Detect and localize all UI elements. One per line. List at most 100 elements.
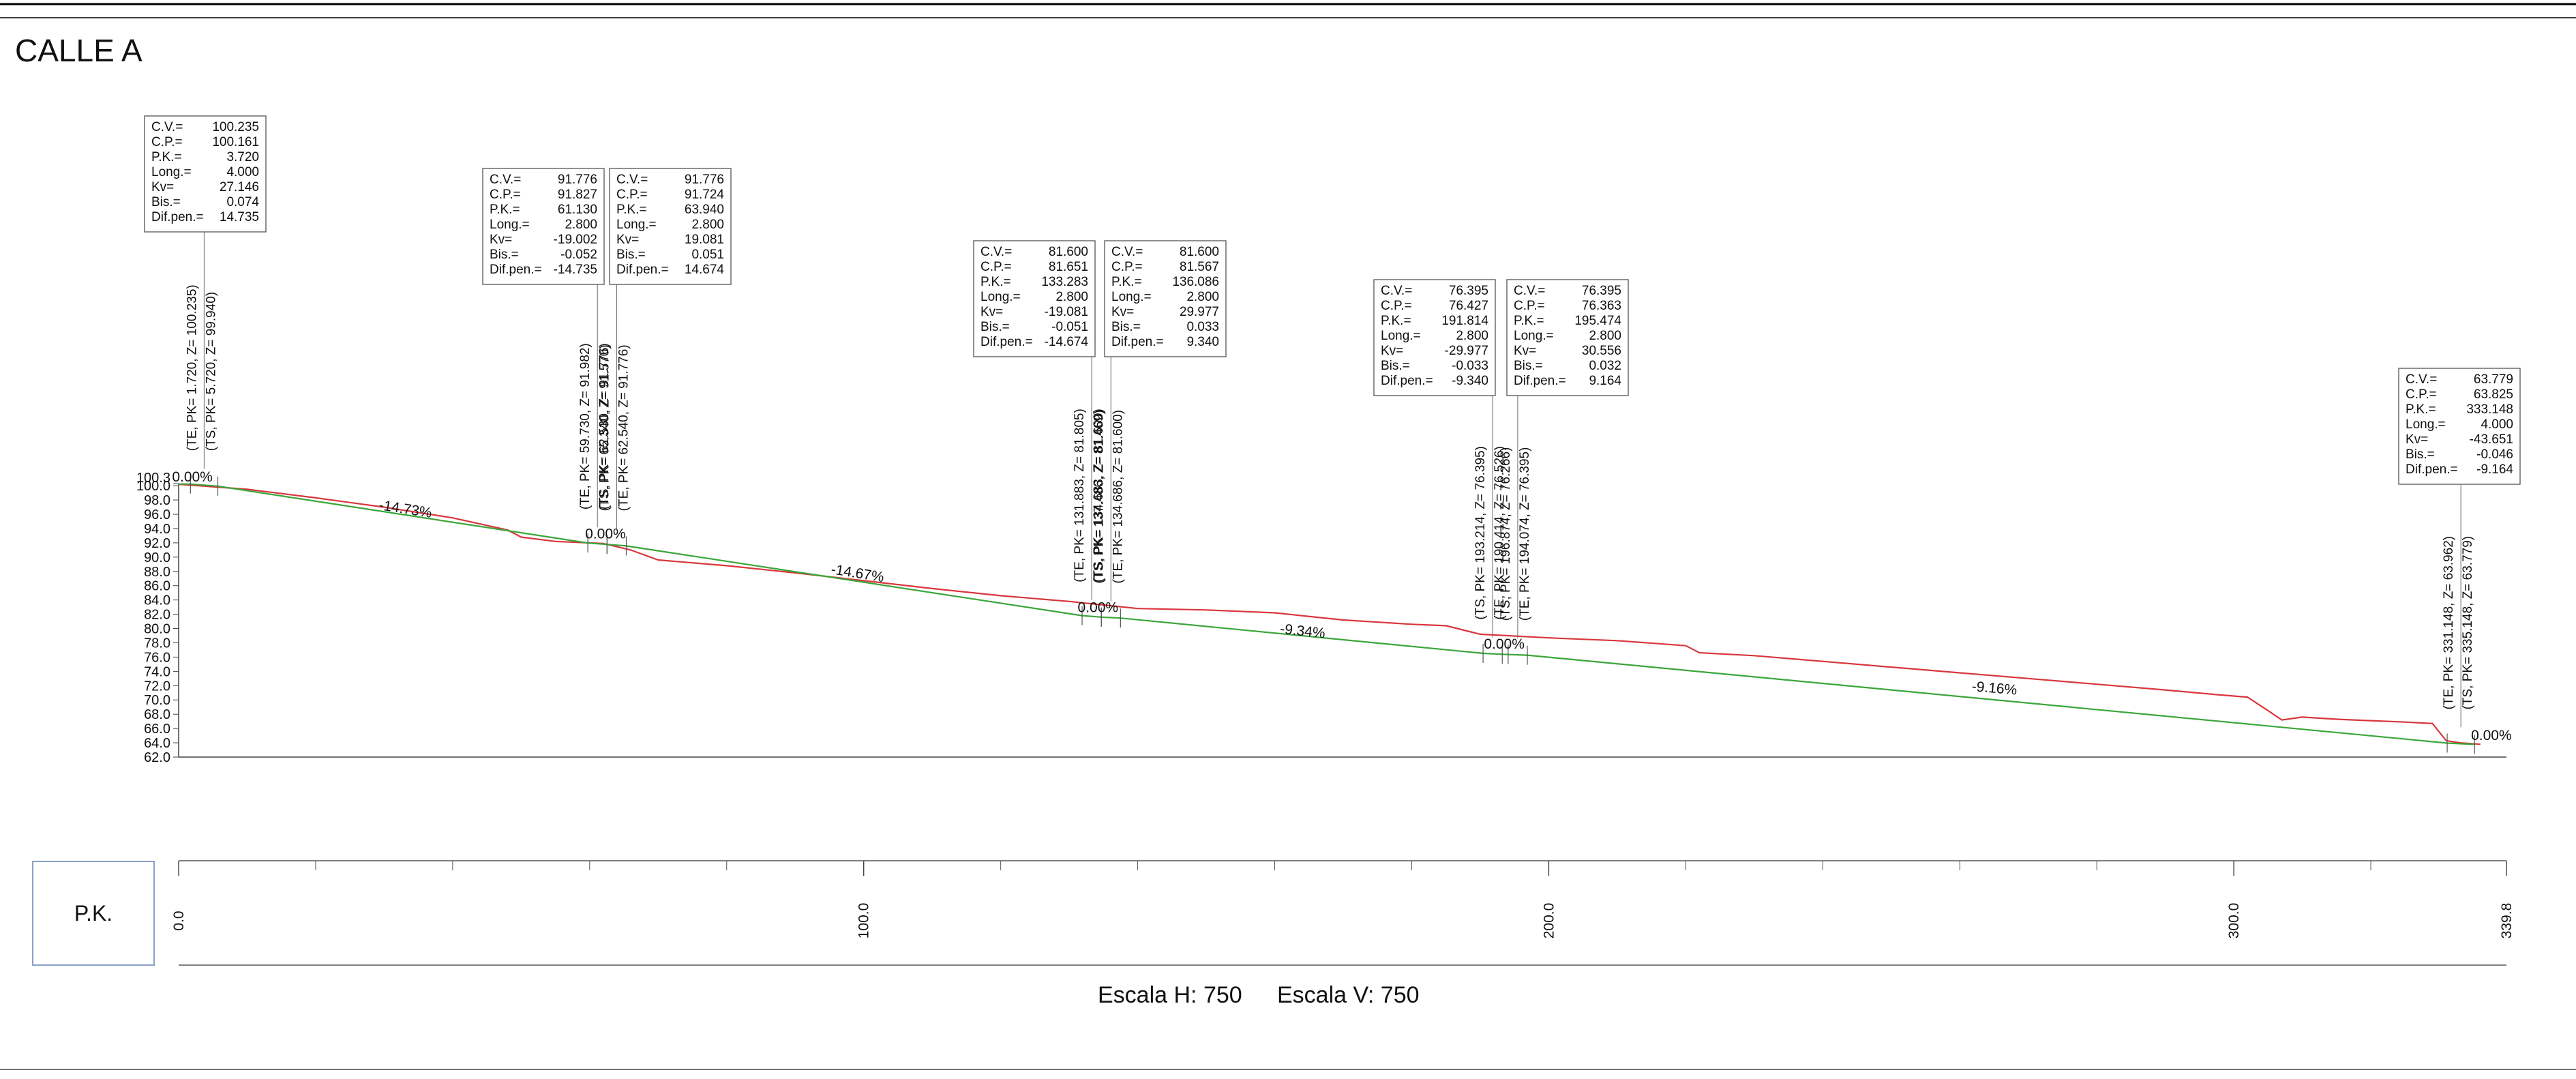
curve-point-annotation: (TE, PK= 190.414, Z= 76.526) <box>1493 446 1507 620</box>
curve-info-key: P.K.= <box>980 275 1011 289</box>
curve-point-annotation: (TS, PK= 62.530, Z= 91.776) <box>597 343 612 509</box>
pk-tick-label: 200.0 <box>1541 903 1557 939</box>
z-tick-label: 70.0 <box>144 693 170 708</box>
curve-info-value: 91.724 <box>685 188 725 202</box>
drawing-title: CALLE A <box>15 33 143 68</box>
curve-info-key: Bis.= <box>151 195 181 209</box>
z-tick-label: 88.0 <box>144 565 170 580</box>
z-tick-label: 76.0 <box>144 650 170 665</box>
curve-info-box-frame <box>609 168 732 285</box>
curve-info-value: 91.776 <box>685 173 724 187</box>
curve-info-value: 0.033 <box>1186 320 1219 334</box>
curve-info-box: C.V.= 63.779 C.P.= 63.825 P.K.= 333.148 Long.=… <box>2398 368 2521 728</box>
curve-info-key: Kv= <box>980 305 1003 319</box>
curve-info-value: -0.033 <box>1452 359 1488 373</box>
curve-info-key: C.P.= <box>1514 299 1545 313</box>
slope-label: 0.00% <box>1484 636 1525 652</box>
curve-info-value: 4.000 <box>226 165 259 179</box>
curve-info-key: P.K.= <box>616 203 647 217</box>
curve-info-key: Bis.= <box>1514 359 1543 373</box>
curve-info-box: C.V.= 100.235 C.P.= 100.161 P.K.= 3.720 Long.=… <box>144 115 267 469</box>
curve-info-key: Kv= <box>151 180 174 194</box>
curve-info-box-frame <box>1506 279 1629 396</box>
slope-label: 0.00% <box>585 527 626 542</box>
slope-label: -9.34% <box>1279 621 1326 642</box>
terrain-line-group <box>178 483 2481 745</box>
curve-info-box: C.V.= 91.776 C.P.= 91.827 P.K.= 61.130 Long.= 2… <box>482 168 605 528</box>
curve-info-key: C.V.= <box>1381 284 1412 298</box>
curve-info-key: P.K.= <box>151 150 182 164</box>
curve-point-annotation: (TS, PK= 335.148, Z= 63.779) <box>2461 536 2475 710</box>
curve-info-key: Long.= <box>980 290 1021 304</box>
z-tick-label: 94.0 <box>144 522 170 537</box>
curve-info-key: C.V.= <box>1111 245 1143 259</box>
curve-info-key: Bis.= <box>490 248 519 262</box>
curve-info-key: Kv= <box>1514 344 1536 358</box>
curve-info-value: 63.825 <box>2474 387 2513 402</box>
pk-tick-label: 339.8 <box>2499 903 2515 939</box>
pk-label-text: P.K. <box>74 901 113 926</box>
curve-info-key: Dif.pen.= <box>151 210 204 224</box>
curve-info-value: -0.046 <box>2476 447 2513 462</box>
curve-info-key: Dif.pen.= <box>2406 462 2458 477</box>
curve-info-value: -29.977 <box>1445 344 1488 358</box>
curve-info-value: 2.800 <box>565 218 597 232</box>
curve-info-key: Kv= <box>616 233 639 247</box>
curve-info-key: Bis.= <box>2406 447 2435 462</box>
curve-info-value: 29.977 <box>1180 305 1219 319</box>
curve-info-key: C.V.= <box>151 120 183 134</box>
curve-info-box: C.V.= 81.600 C.P.= 81.651 P.K.= 133.283 Long.=… <box>973 240 1096 600</box>
vertical-scale-label: Escala V: 750 <box>1277 982 1420 1008</box>
pk-tick-label: 100.0 <box>856 903 872 939</box>
curve-point-annotation: (TE, PK= 331.148, Z= 63.962) <box>2442 536 2456 710</box>
grade-line-group <box>179 483 2475 745</box>
curve-info-value: 2.800 <box>691 218 724 232</box>
pk-axis: 0.0 100.0 200.0 300.0 339.8 <box>171 860 2515 966</box>
z-tick-label: 100.3 <box>136 471 170 486</box>
curve-info-value: 0.074 <box>226 195 259 209</box>
curve-point-annotation: (TS, PK= 196.874, Z= 76.266) <box>1499 447 1513 621</box>
curve-info-box-frame <box>482 168 605 285</box>
curve-info-key: Long.= <box>151 165 192 179</box>
terrain-line <box>178 483 2481 745</box>
curve-info-value: 81.600 <box>1049 245 1088 259</box>
curve-info-box: C.V.= 81.600 C.P.= 81.567 P.K.= 136.086 Long.=… <box>1104 240 1227 602</box>
curve-info-value: 136.086 <box>1172 275 1219 289</box>
curve-info-value: 30.556 <box>1582 344 1621 358</box>
curve-point-annotation: (TE, PK= 134.686, Z= 81.600) <box>1111 410 1125 584</box>
curve-point-annotation: (TS, PK= 5.720, Z= 99.940) <box>204 292 218 451</box>
curve-info-key: C.P.= <box>616 188 648 202</box>
slope-label: 0.00% <box>1078 600 1119 615</box>
curve-info-key: Long.= <box>616 218 657 232</box>
curve-point-annotation: (TS, PK= 65.340, Z= 91.570) <box>597 344 612 511</box>
curve-info-key: C.P.= <box>490 188 521 202</box>
pk-tick-label: 300.0 <box>2226 903 2242 939</box>
curve-point-annotation: (TS, PK= 134.683, Z= 81.600) <box>1092 409 1106 582</box>
curve-info-value: 0.051 <box>691 248 724 262</box>
z-tick-label: 92.0 <box>144 536 170 551</box>
curve-info-value: 76.395 <box>1449 284 1488 298</box>
curve-info-key: C.V.= <box>1514 284 1545 298</box>
curve-info-box-frame <box>973 240 1096 357</box>
curve-info-value: -19.081 <box>1045 305 1088 319</box>
curve-info-value: 2.800 <box>1055 290 1088 304</box>
curve-info-key: C.P.= <box>1111 260 1143 274</box>
curve-info-key: P.K.= <box>1381 314 1411 328</box>
profile-axes: 100.3100.098.096.094.092.090.088.086.084… <box>136 471 2506 765</box>
curve-point-annotation: (TE, PK= 59.730, Z= 91.982) <box>578 343 593 509</box>
curve-info-value: 0.032 <box>1589 359 1621 373</box>
curve-info-value: 91.827 <box>558 188 597 202</box>
slope-label: 0.00% <box>2471 728 2512 743</box>
curve-info-key: P.K.= <box>1514 314 1544 328</box>
curve-info-value: 4.000 <box>2481 417 2513 432</box>
curve-info-key: C.P.= <box>2406 387 2437 402</box>
z-tick-label: 86.0 <box>144 579 170 594</box>
curve-info-key: Kv= <box>1381 344 1403 358</box>
curve-info-value: 81.600 <box>1180 245 1219 259</box>
curve-info-value: 2.800 <box>1456 329 1488 343</box>
z-tick-label: 98.0 <box>144 493 170 508</box>
curve-info-key: C.P.= <box>980 260 1012 274</box>
z-tick-label: 100.0 <box>136 479 170 494</box>
curve-info-value: 14.735 <box>220 210 259 224</box>
curve-info-box-frame <box>1373 279 1496 396</box>
